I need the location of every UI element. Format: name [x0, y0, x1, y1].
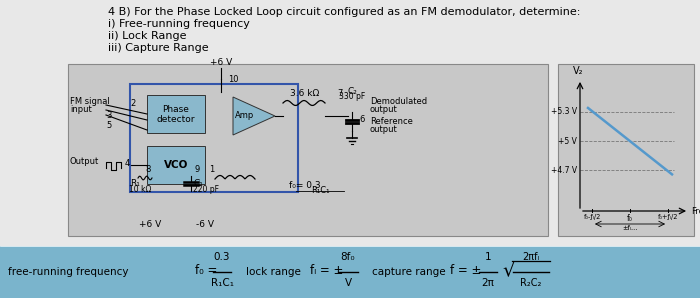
Text: 2: 2	[130, 100, 136, 108]
Text: +6 V: +6 V	[210, 58, 232, 67]
Bar	[68, 64, 548, 236]
Text: 3: 3	[106, 111, 112, 120]
Text: f₀: f₀	[627, 214, 633, 223]
Text: 6: 6	[359, 116, 365, 125]
Bar	[0, 246, 700, 298]
Text: Amp: Amp	[235, 111, 255, 120]
Text: 7: 7	[337, 89, 343, 98]
Text: 330 pF: 330 pF	[339, 92, 365, 101]
Text: detector: detector	[157, 116, 195, 125]
Text: 3.6 kΩ: 3.6 kΩ	[290, 89, 320, 98]
Text: +6 V: +6 V	[139, 220, 161, 229]
Text: i) Free-running frequency: i) Free-running frequency	[108, 19, 250, 29]
Text: R₁C₁: R₁C₁	[211, 278, 234, 288]
Text: iii) Capture Range: iii) Capture Range	[108, 43, 209, 53]
Text: Phase: Phase	[162, 105, 190, 114]
Text: 4: 4	[125, 159, 130, 168]
Text: V: V	[344, 278, 351, 288]
Text: 10: 10	[228, 75, 239, 85]
Polygon shape	[233, 97, 275, 135]
Text: input: input	[70, 105, 92, 114]
Text: output: output	[370, 105, 398, 114]
Text: C₂: C₂	[347, 87, 357, 96]
Text: 4 B) For the Phase Locked Loop circuit configured as an FM demodulator, determin: 4 B) For the Phase Locked Loop circuit c…	[108, 7, 580, 17]
Text: 0.3: 0.3	[214, 252, 230, 262]
Text: R₂C₂: R₂C₂	[520, 278, 542, 288]
Text: f₀ =: f₀ =	[195, 265, 218, 277]
Text: ±fₗ...: ±fₗ...	[622, 225, 638, 231]
Text: 9: 9	[195, 165, 200, 174]
Text: 8: 8	[146, 165, 150, 174]
Bar	[147, 95, 205, 133]
Text: f⁣ = ±: f⁣ = ±	[450, 265, 482, 277]
Text: Demodulated: Demodulated	[370, 97, 427, 106]
Text: fₗ = ±: fₗ = ±	[310, 265, 344, 277]
Text: Reference: Reference	[370, 117, 413, 126]
Text: ii) Lock Range: ii) Lock Range	[108, 31, 186, 41]
Text: +5.3 V: +5.3 V	[551, 108, 577, 117]
Bar	[147, 146, 205, 184]
Text: √: √	[502, 260, 514, 280]
Text: 1: 1	[484, 252, 491, 262]
Text: +4.7 V: +4.7 V	[551, 166, 577, 175]
Text: f₀= 0.3: f₀= 0.3	[289, 181, 321, 190]
Text: capture range: capture range	[372, 267, 446, 277]
Text: f₀-ƒₗ/2: f₀-ƒₗ/2	[583, 214, 601, 220]
Text: -6 V: -6 V	[196, 220, 214, 229]
Text: 1: 1	[209, 165, 215, 174]
Text: C₁: C₁	[193, 179, 203, 187]
Text: 5: 5	[106, 122, 111, 131]
Text: V₂: V₂	[573, 66, 583, 76]
Text: 220 pF: 220 pF	[193, 185, 219, 195]
Text: VCO: VCO	[164, 160, 188, 170]
Text: 10 kΩ: 10 kΩ	[129, 185, 151, 195]
Bar	[558, 64, 694, 236]
Text: output: output	[370, 125, 398, 134]
Text: Frequency: Frequency	[691, 207, 700, 215]
Text: 2π: 2π	[482, 278, 494, 288]
Text: +5 V: +5 V	[558, 137, 577, 146]
Bar	[130, 84, 298, 192]
Text: 2πfₗ: 2πfₗ	[522, 252, 540, 262]
Text: R₁C₁: R₁C₁	[311, 186, 329, 195]
Text: f₀+ƒₗ/2: f₀+ƒₗ/2	[658, 214, 678, 220]
Text: free-running frequency: free-running frequency	[8, 267, 129, 277]
Text: Output: Output	[70, 158, 99, 167]
Text: lock range: lock range	[246, 267, 301, 277]
Text: 8f₀: 8f₀	[341, 252, 356, 262]
Text: FM signal: FM signal	[70, 97, 110, 106]
Text: R₁: R₁	[130, 179, 140, 187]
